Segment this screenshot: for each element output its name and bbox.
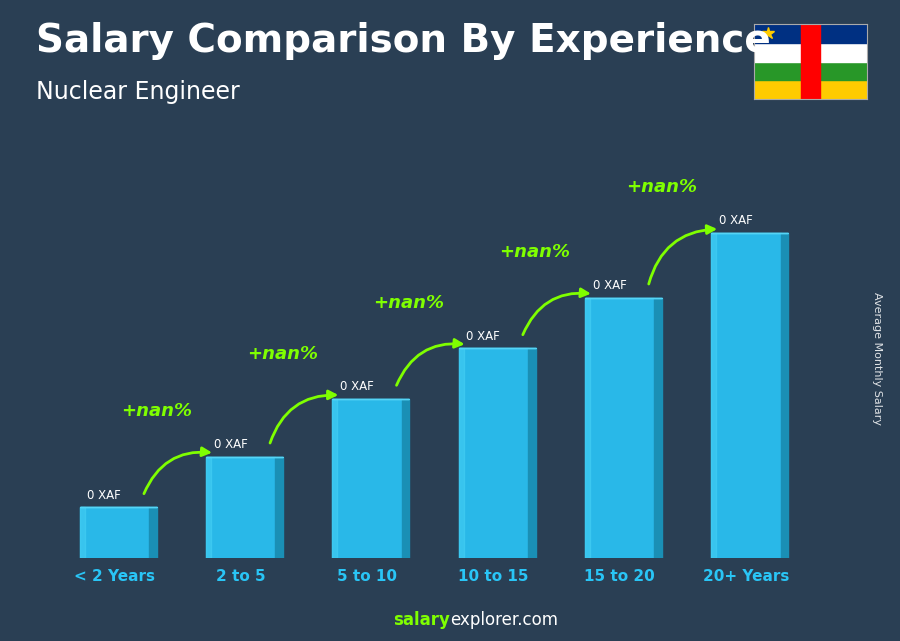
Polygon shape xyxy=(206,456,211,558)
Polygon shape xyxy=(149,507,157,558)
Polygon shape xyxy=(80,507,85,558)
Text: 0 XAF: 0 XAF xyxy=(87,488,122,502)
Text: Nuclear Engineer: Nuclear Engineer xyxy=(36,80,239,104)
Polygon shape xyxy=(459,348,464,558)
Bar xyxy=(585,297,654,558)
Text: 0 XAF: 0 XAF xyxy=(214,438,248,451)
Bar xyxy=(80,507,149,558)
Text: Average Monthly Salary: Average Monthly Salary xyxy=(872,292,883,426)
Text: 0 XAF: 0 XAF xyxy=(466,329,500,343)
Polygon shape xyxy=(275,456,284,558)
Polygon shape xyxy=(401,399,410,558)
Polygon shape xyxy=(585,297,590,558)
Text: explorer.com: explorer.com xyxy=(450,612,558,629)
Text: +nan%: +nan% xyxy=(247,345,318,363)
Text: +nan%: +nan% xyxy=(374,294,445,312)
Text: 0 XAF: 0 XAF xyxy=(592,279,626,292)
Bar xyxy=(206,456,275,558)
Polygon shape xyxy=(332,399,338,558)
Polygon shape xyxy=(654,297,662,558)
Bar xyxy=(459,348,528,558)
Text: 0 XAF: 0 XAF xyxy=(340,380,374,394)
Text: +nan%: +nan% xyxy=(500,244,571,262)
Text: +nan%: +nan% xyxy=(121,403,192,420)
Polygon shape xyxy=(711,233,716,558)
Text: +nan%: +nan% xyxy=(626,178,697,196)
Text: salary: salary xyxy=(393,612,450,629)
Polygon shape xyxy=(528,348,536,558)
Bar xyxy=(332,399,401,558)
Bar xyxy=(711,233,780,558)
Polygon shape xyxy=(780,233,788,558)
Text: 0 XAF: 0 XAF xyxy=(719,214,752,227)
Text: Salary Comparison By Experience: Salary Comparison By Experience xyxy=(36,22,770,60)
